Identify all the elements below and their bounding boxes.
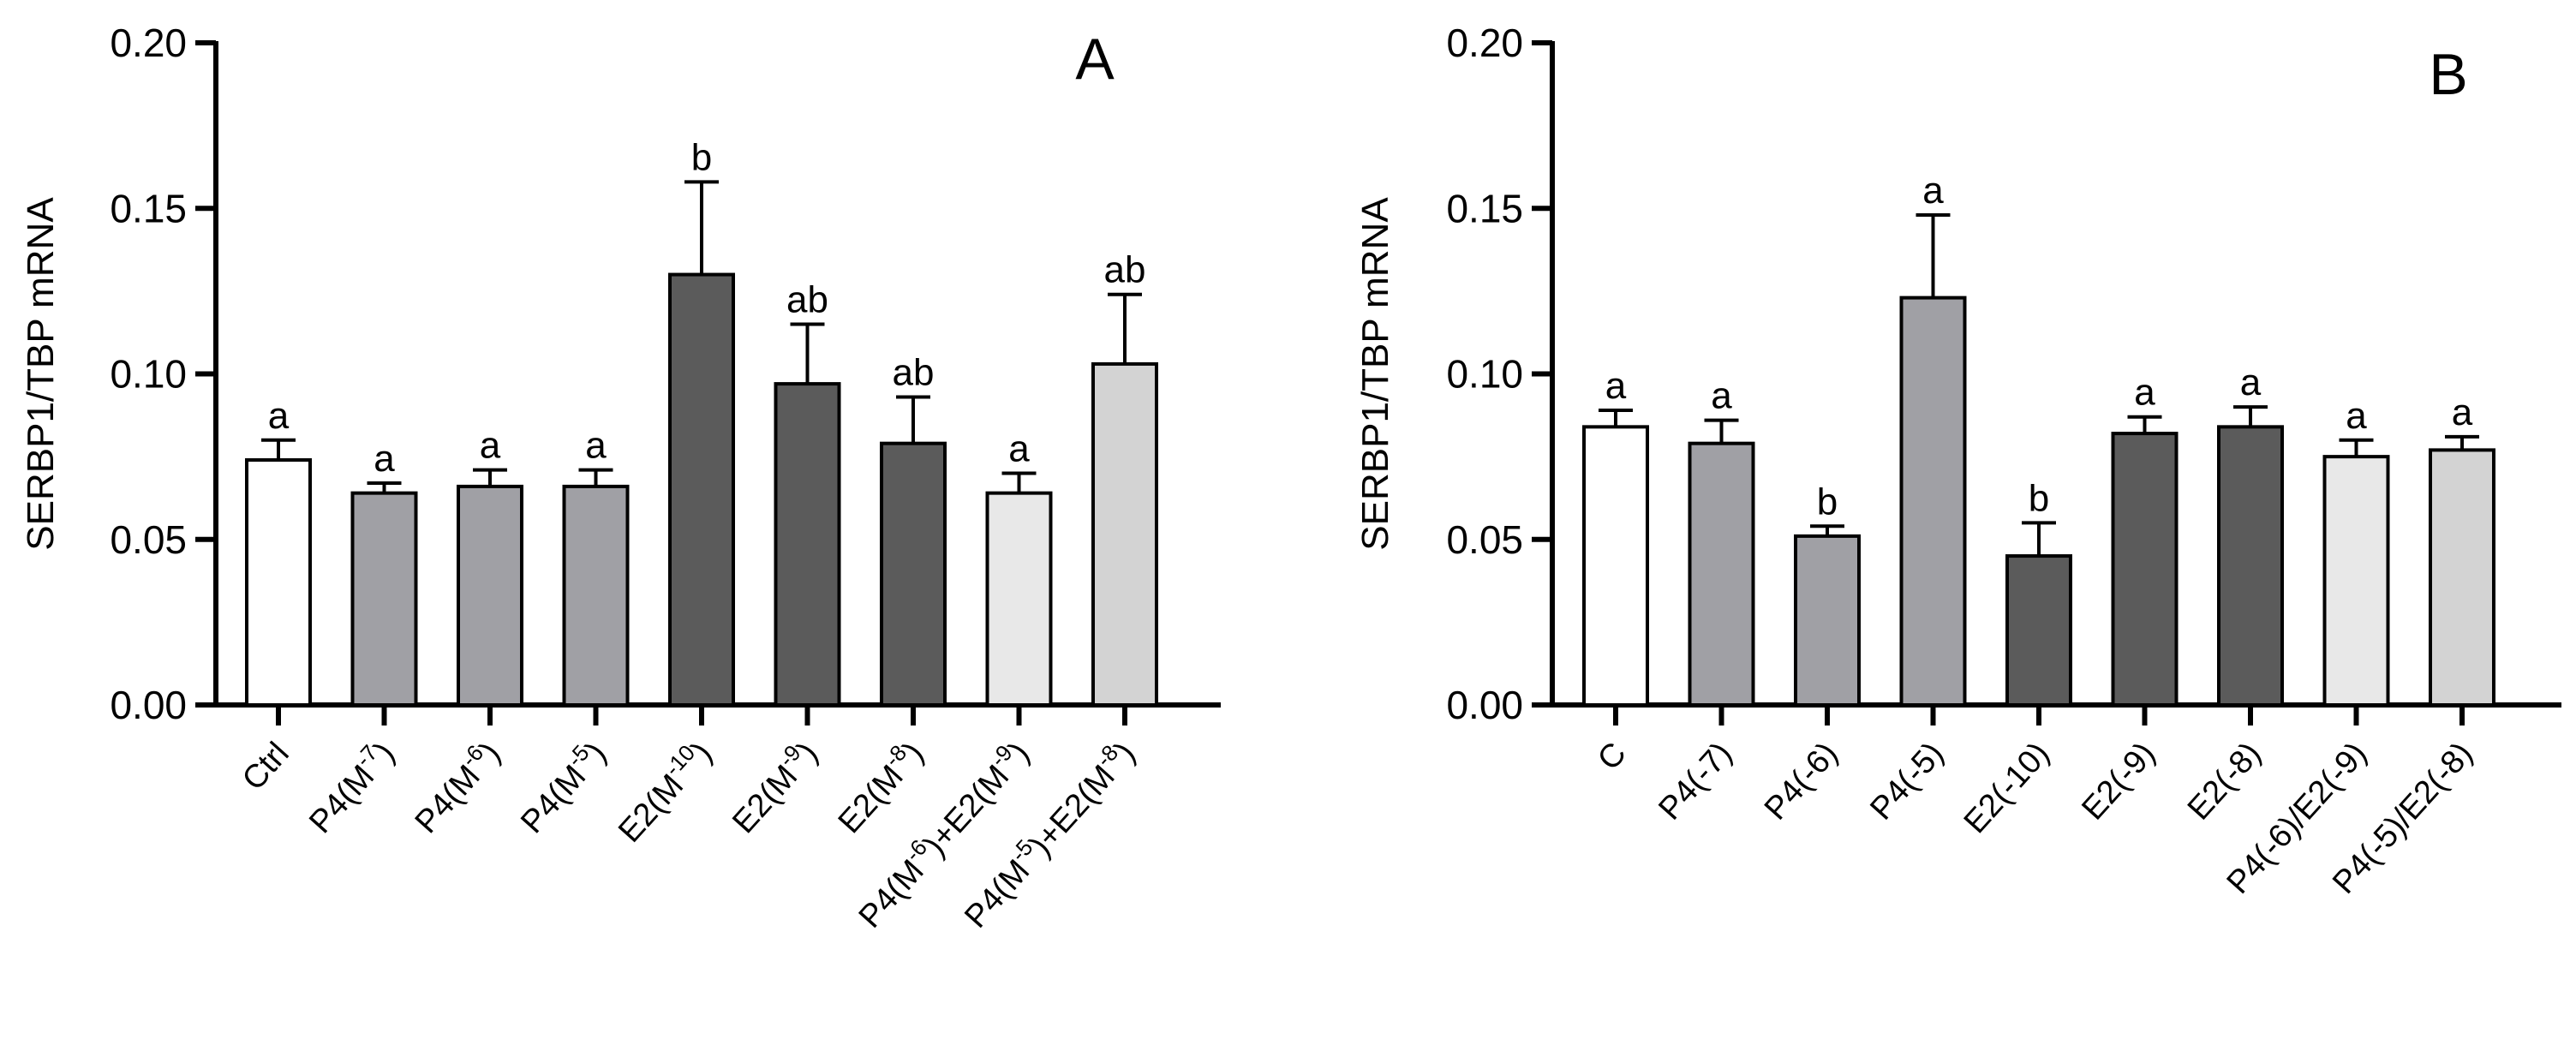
category-label-part: )+E2(M	[1023, 759, 1121, 863]
category-label: E2(M-8)	[828, 732, 931, 840]
bar	[1091, 361, 1158, 707]
significance-label: b	[2029, 477, 2049, 519]
category-label: E2(-8)	[2181, 736, 2268, 827]
category-label: E2(-9)	[2075, 736, 2162, 827]
bar	[1688, 441, 1755, 707]
bar	[2005, 554, 2072, 708]
bar	[350, 491, 418, 708]
y-axis-title: SERBP1/TBP mRNA	[1354, 197, 1396, 551]
bar	[245, 457, 312, 707]
bar	[2322, 455, 2390, 707]
significance-label: ab	[786, 279, 828, 321]
y-tick-label: 0.10	[1446, 352, 1523, 397]
category-label: P4(M-7)	[298, 732, 402, 840]
category-label-part: E2(-9)	[2075, 736, 2162, 827]
category-label-part: C	[1591, 736, 1634, 778]
category-label: P4(-6)	[1758, 736, 1845, 827]
chart-panel-b: 0.00 0.05 0.10 0.15 0.20 SERBP1/TBP mRNA Ba Ca P…	[1354, 21, 2561, 901]
significance-label: a	[2346, 395, 2367, 437]
bar	[880, 441, 947, 707]
panel-letter: B	[2429, 42, 2467, 107]
category-label: E2(M-10)	[607, 732, 720, 850]
significance-label: a	[268, 395, 290, 437]
significance-label: b	[691, 136, 712, 178]
bar	[668, 272, 735, 707]
significance-label: a	[1922, 170, 1944, 212]
significance-label: a	[1008, 427, 1030, 469]
category-label-part: P4(-6)	[1758, 736, 1845, 827]
y-tick-label: 0.05	[1446, 517, 1523, 562]
category-label: E2(M-9)	[721, 732, 825, 840]
bar	[562, 484, 630, 707]
bar	[2429, 448, 2495, 708]
category-label-part: )+E2(M	[917, 759, 1016, 863]
y-tick-label: 0.15	[110, 186, 187, 230]
significance-label: a	[2240, 361, 2262, 403]
significance-label: a	[480, 425, 501, 467]
y-tick-label: 0.05	[110, 517, 187, 562]
significance-label: ab	[1104, 249, 1146, 291]
panel-letter: A	[1075, 27, 1115, 92]
significance-label: a	[1605, 365, 1627, 407]
bar	[1899, 296, 1967, 707]
significance-label: a	[1711, 375, 1732, 417]
chart-panel-a: 0.00 0.05 0.10 0.15 0.20 SERBP1/TBP mRNA Aa Ctr…	[20, 21, 1221, 935]
significance-label: a	[2452, 391, 2473, 433]
significance-label: a	[585, 425, 607, 467]
y-tick-label: 0.20	[1446, 21, 1523, 65]
category-label: P4(-7)	[1652, 736, 1739, 827]
category-label-part: E2(-8)	[2181, 736, 2268, 827]
significance-label: a	[374, 438, 395, 480]
category-label: C	[1591, 736, 1634, 778]
bar	[985, 491, 1053, 708]
bar	[2217, 425, 2284, 707]
bar	[774, 382, 841, 707]
significance-label: a	[2134, 372, 2155, 414]
category-label-part: P4(-7)	[1652, 736, 1739, 827]
category-label-part: Ctrl	[236, 736, 296, 797]
y-tick-label: 0.15	[1446, 186, 1523, 230]
category-label-part: E2(-10)	[1957, 736, 2057, 840]
y-tick-label: 0.10	[110, 352, 187, 397]
significance-label: b	[1817, 481, 1838, 522]
category-label: P4(-5)	[1863, 736, 1951, 827]
category-label-part: P4(-5)	[1863, 736, 1951, 827]
y-axis-title: SERBP1/TBP mRNA	[20, 197, 62, 551]
category-label: Ctrl	[236, 736, 296, 797]
bar	[1794, 534, 1861, 708]
bar	[2111, 432, 2179, 707]
bar	[457, 484, 523, 707]
bar	[1582, 425, 1649, 707]
category-label: E2(-10)	[1957, 736, 2057, 840]
y-tick-label: 0.00	[110, 683, 187, 727]
y-tick-label: 0.20	[110, 21, 187, 65]
category-label: P4(M-5)	[510, 732, 613, 840]
category-label: P4(M-5)+E2(M-8)	[953, 732, 1143, 935]
significance-label: ab	[893, 352, 935, 394]
category-label: P4(M-6)	[404, 732, 508, 840]
y-tick-label: 0.00	[1446, 683, 1523, 727]
